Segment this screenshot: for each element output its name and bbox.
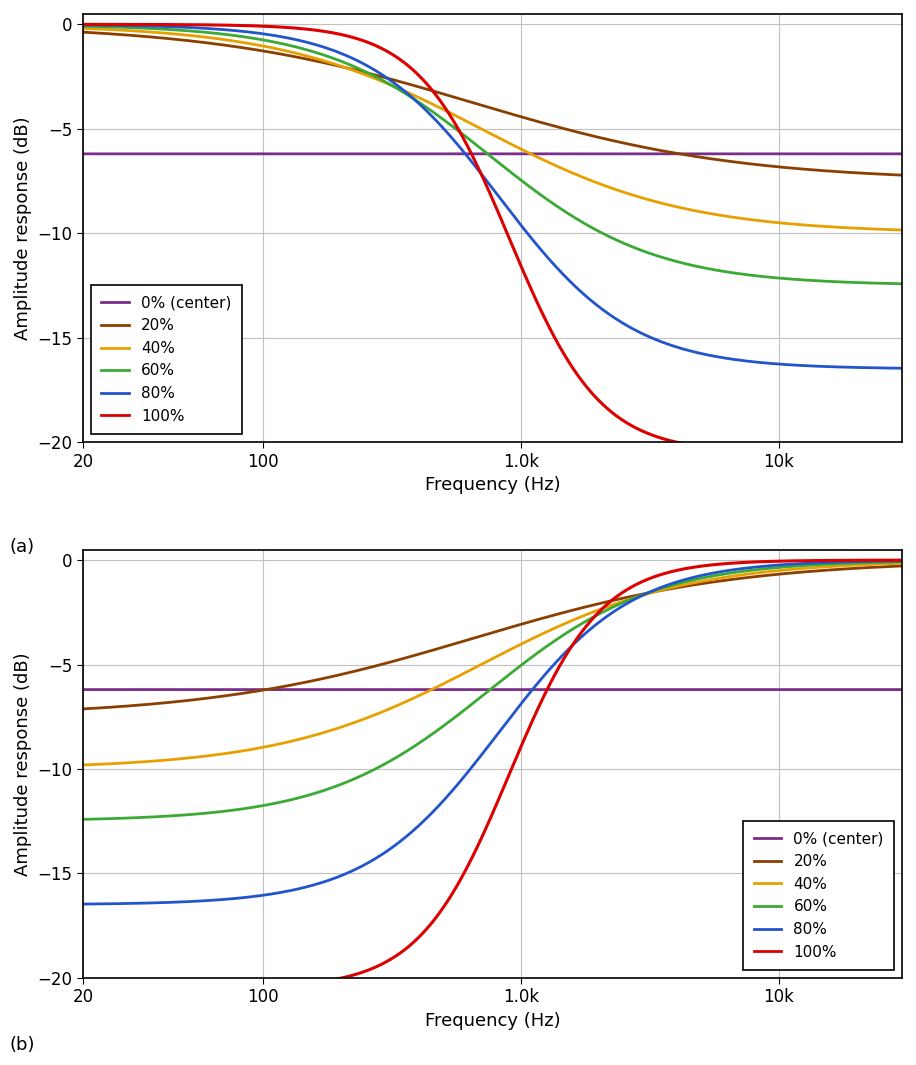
- X-axis label: Frequency (Hz): Frequency (Hz): [425, 1012, 561, 1030]
- Text: (b): (b): [9, 1036, 35, 1054]
- Y-axis label: Amplitude response (dB): Amplitude response (dB): [14, 116, 32, 340]
- Text: (a): (a): [9, 538, 34, 556]
- Legend: 0% (center), 20%, 40%, 60%, 80%, 100%: 0% (center), 20%, 40%, 60%, 80%, 100%: [91, 284, 242, 435]
- Y-axis label: Amplitude response (dB): Amplitude response (dB): [14, 652, 32, 875]
- X-axis label: Frequency (Hz): Frequency (Hz): [425, 476, 561, 494]
- Legend: 0% (center), 20%, 40%, 60%, 80%, 100%: 0% (center), 20%, 40%, 60%, 80%, 100%: [743, 821, 894, 970]
